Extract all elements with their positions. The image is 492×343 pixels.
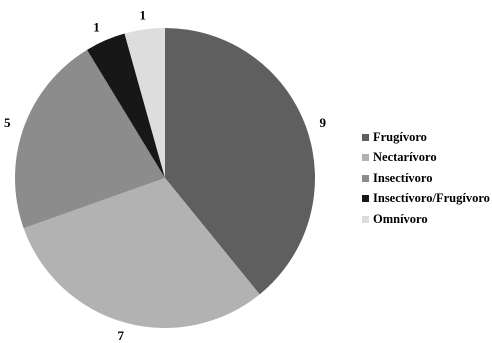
pie-data-labels: 9 7 5 1 1 <box>4 8 327 343</box>
pie-slice-nectarivoro <box>23 178 260 329</box>
legend-swatch <box>362 133 369 141</box>
legend-label: Nectarívoro <box>373 150 437 165</box>
data-label-insectivoro: 5 <box>4 115 11 130</box>
data-label-omnivoro: 1 <box>139 8 146 23</box>
legend-item-frugivoro: Frugívoro <box>362 127 490 148</box>
legend-swatch <box>362 174 369 182</box>
data-label-insectivoro-frugivoro: 1 <box>93 20 100 35</box>
pie-slice-insectivoro <box>15 49 166 229</box>
legend-item-insectivoro: Insectívoro <box>362 168 490 189</box>
pie-slices <box>15 27 316 329</box>
legend-swatch <box>362 195 369 203</box>
legend-label: Frugívoro <box>373 129 427 144</box>
legend-label: Insectívoro/Frugívoro <box>373 191 490 206</box>
data-label-frugivoro: 9 <box>320 115 327 130</box>
legend-label: Insectívoro <box>373 170 433 185</box>
data-label-nectarivoro: 7 <box>118 328 125 343</box>
pie-slice-omnivoro <box>124 28 165 178</box>
legend-swatch <box>362 215 369 223</box>
legend-label: Omnívoro <box>373 211 428 226</box>
pie-slice-insectivoro-frugivoro <box>87 33 165 179</box>
pie-slice-frugivoro <box>165 27 316 295</box>
legend-item-omnivoro: Omnívoro <box>362 209 490 230</box>
legend: Frugívoro Nectarívoro Insectívoro Insectívo… <box>362 127 490 230</box>
legend-item-insectivoro-frugivoro: Insectívoro/Frugívoro <box>362 189 490 210</box>
legend-item-nectarivoro: Nectarívoro <box>362 148 490 169</box>
legend-swatch <box>362 154 369 162</box>
